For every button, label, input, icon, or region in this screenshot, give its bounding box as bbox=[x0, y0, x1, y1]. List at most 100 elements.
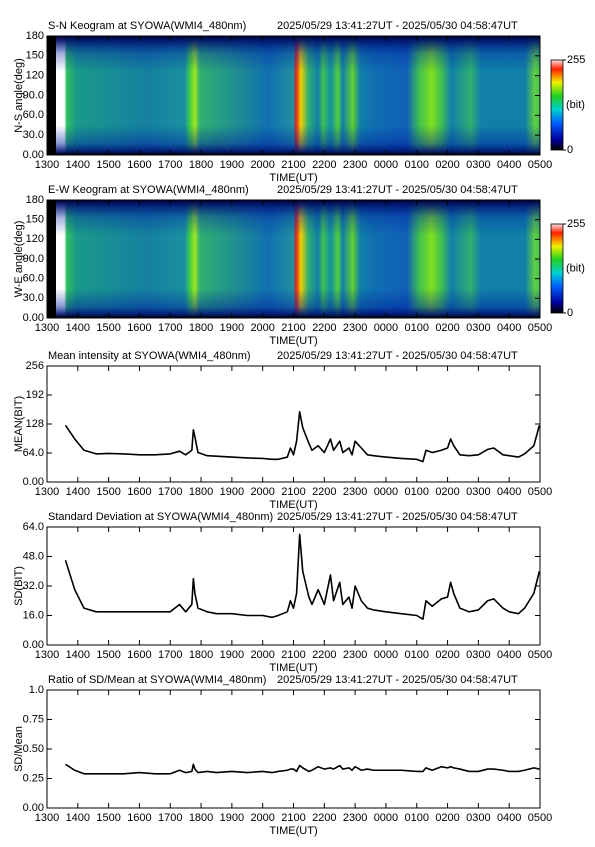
y-tick-label: 0.75 bbox=[23, 713, 44, 725]
plot-frame bbox=[46, 526, 541, 646]
y-tick-label: 120 bbox=[26, 70, 44, 82]
y-tick-label: 0.00 bbox=[23, 149, 44, 161]
y-tick-label: 48.0 bbox=[23, 550, 44, 562]
x-tick-label: 0400 bbox=[497, 812, 521, 824]
x-tick-label: 1800 bbox=[189, 159, 213, 171]
y-tick-label: 32.0 bbox=[23, 580, 44, 592]
y-tick-label: 180 bbox=[26, 194, 44, 206]
x-tick-label: 1400 bbox=[66, 486, 90, 498]
x-tick-label: 0500 bbox=[528, 649, 552, 661]
x-tick-label: 2100 bbox=[281, 812, 305, 824]
x-tick-label: 0400 bbox=[497, 322, 521, 334]
x-tick-label: 1700 bbox=[158, 649, 182, 661]
x-tick-label: 1600 bbox=[127, 159, 151, 171]
y-tick-label: 90.0 bbox=[23, 253, 44, 265]
x-tick-label: 0300 bbox=[466, 322, 490, 334]
x-tick-label: 1800 bbox=[189, 812, 213, 824]
panel-subtitle: 2025/05/29 13:41:27UT - 2025/05/30 04:58… bbox=[277, 674, 518, 686]
y-tick-label: 1.0 bbox=[29, 684, 44, 696]
x-tick-label: 2100 bbox=[281, 486, 305, 498]
y-tick-label: 60.0 bbox=[23, 273, 44, 285]
y-tick-label: 0.25 bbox=[23, 772, 44, 784]
y-tick-label: 150 bbox=[26, 214, 44, 226]
x-tick-label: 2200 bbox=[312, 486, 336, 498]
x-tick-label: 1500 bbox=[96, 649, 120, 661]
y-tick-label: 120 bbox=[26, 233, 44, 245]
x-tick-label: 0500 bbox=[528, 159, 552, 171]
x-tick-label: 2200 bbox=[312, 322, 336, 334]
y-tick-label: 30.0 bbox=[23, 292, 44, 304]
x-tick-label: 0300 bbox=[466, 812, 490, 824]
panel-title: Ratio of SD/Mean at SYOWA(WMI4_480nm) bbox=[48, 674, 266, 686]
x-tick-label: 2000 bbox=[250, 649, 274, 661]
x-tick-label: 2000 bbox=[250, 812, 274, 824]
x-tick-label: 0200 bbox=[435, 649, 459, 661]
x-tick-label: 0000 bbox=[374, 486, 398, 498]
panel-title: Standard Deviation at SYOWA(WMI4_480nm) bbox=[48, 511, 273, 523]
colorbar-label: (bit) bbox=[566, 262, 585, 274]
x-tick-label: 0000 bbox=[374, 649, 398, 661]
data-line bbox=[65, 763, 540, 775]
y-tick-label: 0.00 bbox=[23, 639, 44, 651]
x-tick-label: 1900 bbox=[220, 486, 244, 498]
x-tick-label: 2000 bbox=[250, 159, 274, 171]
x-tick-label: 1400 bbox=[66, 812, 90, 824]
x-tick-label: 1900 bbox=[220, 812, 244, 824]
x-tick-label: 0300 bbox=[466, 159, 490, 171]
x-tick-label: 0000 bbox=[374, 159, 398, 171]
x-tick-label: 1600 bbox=[127, 486, 151, 498]
x-tick-label: 0200 bbox=[435, 812, 459, 824]
x-tick-label: 0300 bbox=[466, 649, 490, 661]
x-tick-label: 1500 bbox=[96, 486, 120, 498]
x-tick-label: 2300 bbox=[343, 486, 367, 498]
y-tick-label: 30.0 bbox=[23, 129, 44, 141]
x-axis-label: TIME(UT) bbox=[269, 499, 317, 511]
x-tick-label: 1600 bbox=[127, 322, 151, 334]
colorbar-tick-label: 0 bbox=[567, 307, 573, 319]
x-tick-label: 0400 bbox=[497, 649, 521, 661]
x-tick-label: 1400 bbox=[66, 322, 90, 334]
colorbar-tick-label: 255 bbox=[567, 54, 585, 66]
x-tick-label: 1300 bbox=[35, 322, 59, 334]
x-tick-label: 2300 bbox=[343, 159, 367, 171]
y-tick-label: 192 bbox=[26, 389, 44, 401]
colorbar-label: (bit) bbox=[566, 99, 585, 111]
y-axis-label: SD(BIT) bbox=[13, 566, 25, 606]
y-tick-label: 0.00 bbox=[23, 802, 44, 814]
x-tick-label: 1500 bbox=[96, 812, 120, 824]
panel-subtitle: 2025/05/29 13:41:27UT - 2025/05/30 04:58… bbox=[277, 350, 518, 362]
x-tick-label: 1300 bbox=[35, 159, 59, 171]
x-tick-label: 1700 bbox=[158, 159, 182, 171]
keogram-shading bbox=[47, 36, 540, 155]
x-tick-label: 0500 bbox=[528, 812, 552, 824]
x-tick-label: 0100 bbox=[405, 649, 429, 661]
x-tick-label: 1900 bbox=[220, 159, 244, 171]
x-tick-label: 2200 bbox=[312, 812, 336, 824]
x-tick-label: 1700 bbox=[158, 322, 182, 334]
colorbar-tick-label: 0 bbox=[567, 144, 573, 156]
x-axis-label: TIME(UT) bbox=[269, 825, 317, 837]
y-tick-label: 150 bbox=[26, 50, 44, 62]
x-tick-label: 1300 bbox=[35, 649, 59, 661]
y-tick-label: 60.0 bbox=[23, 109, 44, 121]
colorbar-tick-label: 255 bbox=[567, 218, 585, 230]
x-tick-label: 1300 bbox=[35, 486, 59, 498]
x-tick-label: 1800 bbox=[189, 486, 213, 498]
data-line bbox=[64, 410, 541, 463]
y-tick-label: 0.50 bbox=[23, 743, 44, 755]
y-tick-label: 90.0 bbox=[23, 89, 44, 101]
y-axis-label: N-S angle(deg) bbox=[13, 58, 25, 133]
x-tick-label: 2200 bbox=[312, 159, 336, 171]
panel-title: E-W Keogram at SYOWA(WMI4_480nm) bbox=[48, 184, 249, 196]
y-tick-label: 0.00 bbox=[23, 312, 44, 324]
y-axis-label: SD/Mean bbox=[13, 726, 25, 772]
x-tick-label: 2300 bbox=[343, 812, 367, 824]
x-tick-label: 1800 bbox=[189, 649, 213, 661]
x-tick-label: 0000 bbox=[374, 812, 398, 824]
panel-subtitle: 2025/05/29 13:41:27UT - 2025/05/30 04:58… bbox=[277, 184, 518, 196]
y-tick-label: 128 bbox=[26, 418, 44, 430]
colorbar bbox=[550, 59, 564, 151]
x-tick-label: 0100 bbox=[405, 486, 429, 498]
